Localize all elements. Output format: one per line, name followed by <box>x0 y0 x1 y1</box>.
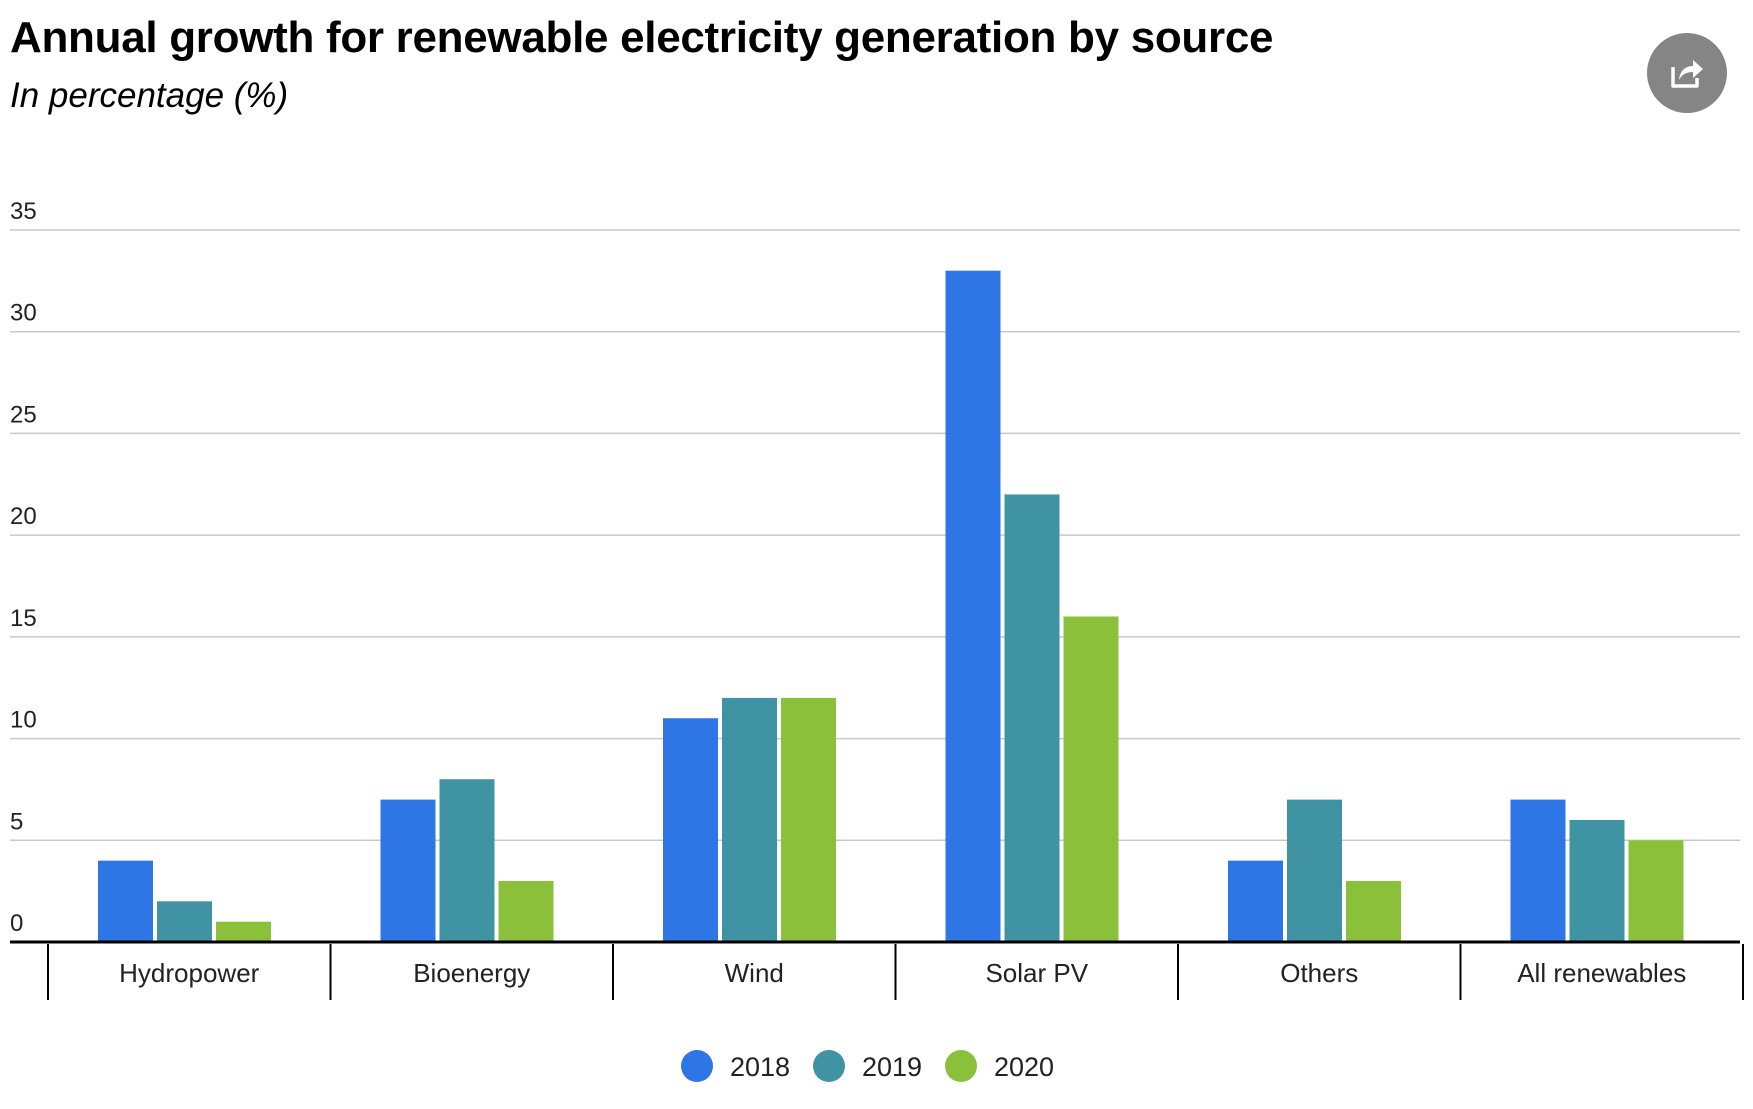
bar-2018 <box>663 718 718 942</box>
legend-marker-2020 <box>945 1050 977 1082</box>
chart-subtitle: In percentage (%) <box>10 76 289 115</box>
legend-marker-2018 <box>681 1050 713 1082</box>
bar-2020 <box>1063 616 1119 942</box>
bar-2018 <box>945 270 1001 943</box>
bar-2018 <box>98 860 153 942</box>
bar-2019 <box>157 901 212 942</box>
bar-2019 <box>722 697 777 942</box>
x-tick-label: Others <box>1280 958 1358 988</box>
chart-title: Annual growth for renewable electricity … <box>10 13 1274 62</box>
x-tick-label: Bioenergy <box>413 958 530 988</box>
y-tick-label: 0 <box>10 910 23 937</box>
legend-label-2020: 2020 <box>994 1052 1054 1082</box>
bar-2020 <box>1346 880 1401 942</box>
legend-marker-2019 <box>813 1050 845 1082</box>
bar-2020 <box>1628 840 1684 942</box>
legend-label-2019: 2019 <box>862 1052 922 1082</box>
bar-2018 <box>1228 860 1283 942</box>
y-tick-label: 5 <box>10 808 23 835</box>
y-tick-label: 15 <box>10 605 37 632</box>
x-tick-label: All renewables <box>1517 958 1686 988</box>
legend-label-2018: 2018 <box>730 1052 790 1082</box>
share-icon <box>1669 56 1705 90</box>
bar-2020 <box>781 697 836 942</box>
y-tick-label: 25 <box>10 401 37 428</box>
bar-2019 <box>1569 819 1625 942</box>
bar-2019 <box>1287 799 1342 942</box>
y-tick-label: 10 <box>10 707 37 734</box>
y-tick-label: 30 <box>10 300 37 327</box>
x-tick-label: Wind <box>725 958 784 988</box>
bar-2018 <box>380 799 436 942</box>
y-tick-label: 20 <box>10 503 37 530</box>
x-tick-label: Hydropower <box>119 958 260 988</box>
y-tick-label: 35 <box>10 198 37 225</box>
bar-2018 <box>1510 799 1566 942</box>
bar-2020 <box>498 880 554 942</box>
bar-2020 <box>216 921 271 942</box>
bar-2019 <box>1004 494 1060 942</box>
bar-2019 <box>439 779 495 942</box>
x-tick-label: Solar PV <box>985 958 1088 988</box>
share-button[interactable] <box>1647 33 1727 113</box>
